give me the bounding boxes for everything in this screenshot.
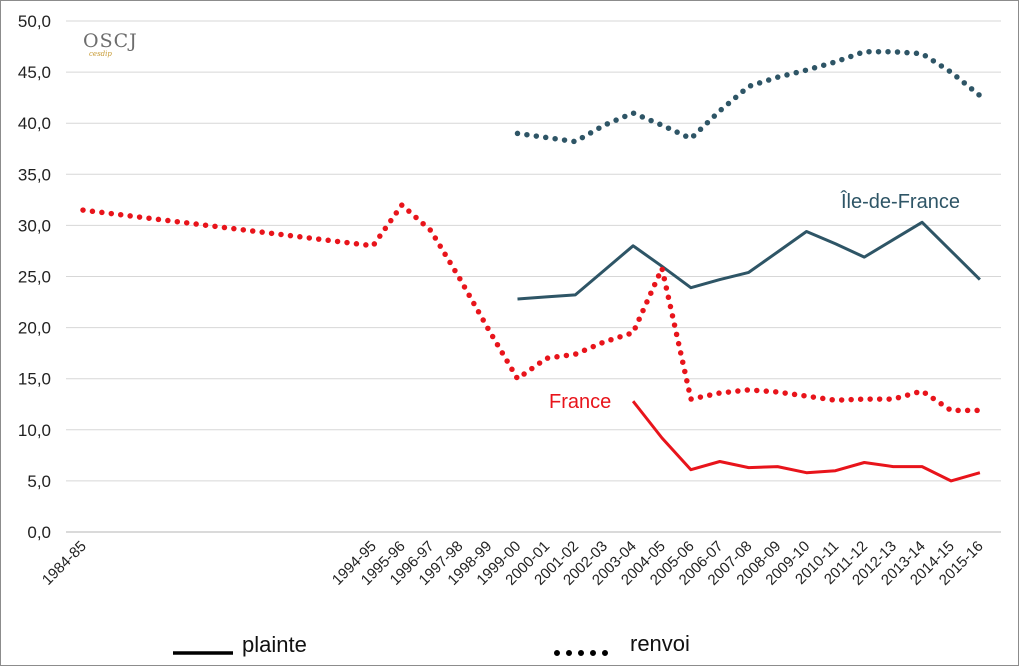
series-line bbox=[80, 202, 983, 414]
y-tick-label: 10,0 bbox=[18, 421, 51, 440]
series-line bbox=[631, 400, 981, 483]
series-dotted-1 bbox=[514, 48, 983, 145]
x-axis-ticks: 1984-85 1994-951995-961996-971997-981998-… bbox=[39, 538, 987, 589]
annotation-ile-de-france: Île-de-France bbox=[840, 190, 960, 213]
series-line bbox=[514, 48, 983, 145]
y-tick-label: 40,0 bbox=[18, 114, 51, 133]
series-line bbox=[517, 220, 981, 301]
gridlines bbox=[66, 20, 1001, 533]
series-dotted-3 bbox=[80, 202, 983, 414]
y-tick-label: 50,0 bbox=[18, 12, 51, 31]
x-tick-label: 1984-85 bbox=[39, 538, 90, 589]
y-tick-label: 35,0 bbox=[18, 165, 51, 184]
y-tick-label: 45,0 bbox=[18, 63, 51, 82]
oscj-logo: OSCJ cesdip bbox=[83, 30, 138, 58]
y-tick-label: 15,0 bbox=[18, 370, 51, 389]
y-tick-label: 0,0 bbox=[27, 523, 51, 542]
y-tick-label: 25,0 bbox=[18, 268, 51, 287]
y-tick-label: 5,0 bbox=[27, 472, 51, 491]
series-group bbox=[80, 48, 983, 483]
series-solid-2 bbox=[631, 400, 981, 483]
logo-subtext: cesdip bbox=[89, 50, 112, 58]
legend-label-renvoi: renvoi bbox=[630, 631, 690, 656]
legend-label-plainte: plainte bbox=[242, 632, 307, 657]
y-axis-ticks: 0,0 5,0 10,0 15,0 20,0 25,0 30,0 35,0 40,0 45,0 50… bbox=[18, 12, 51, 542]
series-solid-0 bbox=[517, 220, 981, 301]
y-tick-label: 20,0 bbox=[18, 319, 51, 338]
annotation-france: France bbox=[549, 391, 611, 413]
legend: plainte renvoi bbox=[173, 631, 690, 657]
y-tick-label: 30,0 bbox=[18, 216, 51, 235]
logo-text: OSCJ bbox=[83, 30, 138, 52]
